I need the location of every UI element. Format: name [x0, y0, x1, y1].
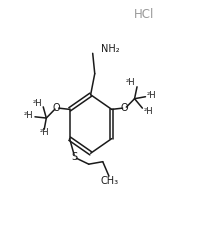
Text: O: O — [53, 103, 60, 113]
Text: ²H: ²H — [143, 107, 153, 116]
Text: ²H: ²H — [126, 78, 135, 87]
Text: CH₃: CH₃ — [101, 176, 119, 186]
Text: HCl: HCl — [134, 8, 154, 21]
Text: O: O — [121, 103, 129, 113]
Text: ²H: ²H — [33, 99, 42, 108]
Text: S: S — [72, 152, 78, 162]
Text: ²H: ²H — [40, 128, 49, 137]
Text: NH₂: NH₂ — [101, 44, 119, 54]
Text: ²H: ²H — [147, 91, 157, 100]
Text: ²H: ²H — [24, 111, 34, 120]
